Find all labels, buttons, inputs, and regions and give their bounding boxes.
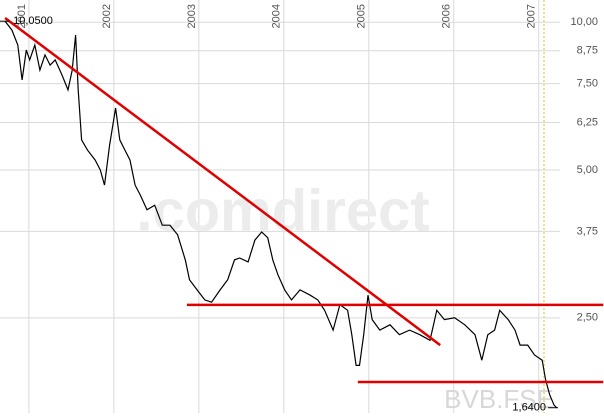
x-tick-label: 2003 (186, 4, 198, 28)
trend-line (4, 17, 441, 347)
x-tick-label: 2001 (16, 4, 28, 28)
y-tick-label: 5,00 (577, 164, 598, 176)
exchange-label: BVB.FSE (444, 384, 554, 414)
y-tick-label: 7,50 (577, 77, 598, 89)
annotation-label: 10,0500 (13, 15, 53, 27)
y-tick-label: 10,00 (570, 16, 598, 28)
x-tick-label: 2006 (441, 4, 453, 28)
price-line (4, 20, 558, 409)
x-tick-label: 2005 (356, 4, 368, 28)
watermark: .comdirect (136, 178, 429, 243)
x-tick-label: 2002 (101, 4, 113, 28)
y-tick-label: 2,50 (577, 312, 598, 324)
y-tick-label: 6,25 (577, 116, 598, 128)
x-tick-label: 2007 (526, 4, 538, 28)
y-tick-label: 3,75 (577, 225, 598, 237)
x-tick-label: 2004 (271, 4, 283, 28)
annotation-label: 1,6400 (512, 402, 546, 414)
y-tick-label: 8,75 (577, 45, 598, 57)
